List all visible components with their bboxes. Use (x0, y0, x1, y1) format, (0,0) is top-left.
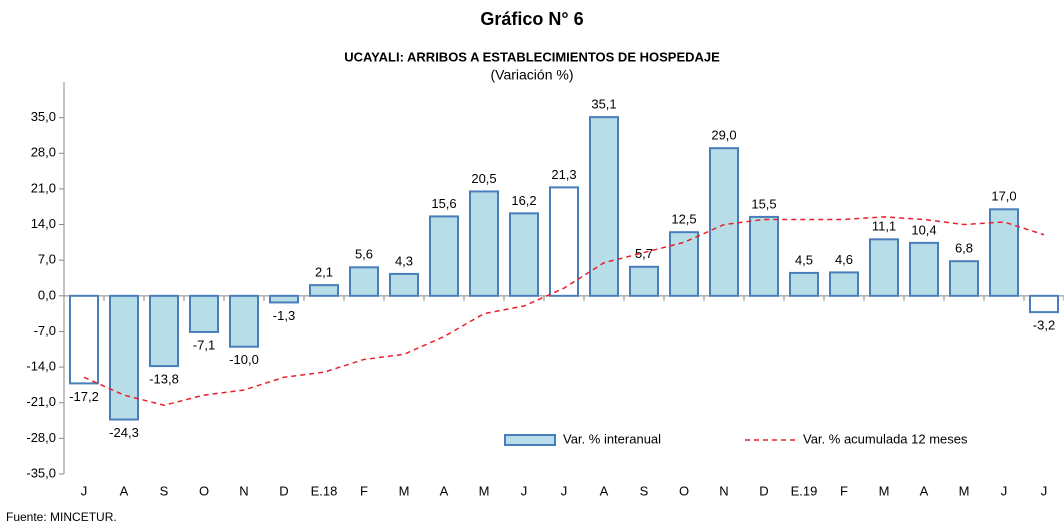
chart-subtitle: UCAYALI: ARRIBOS A ESTABLECIMIENTOS DE H… (344, 49, 720, 64)
y-tick-label: 0,0 (38, 287, 56, 302)
y-tick-label: -14,0 (26, 359, 56, 374)
bar (589, 116, 619, 297)
x-tick-label: D (279, 483, 288, 498)
bar (429, 215, 459, 297)
data-label: -17,2 (69, 389, 99, 404)
x-tick-label: S (160, 483, 169, 498)
x-tick-label: O (199, 483, 209, 498)
x-tick-label: S (640, 483, 649, 498)
bar (509, 212, 539, 297)
x-tick-label: A (440, 483, 449, 498)
x-tick-label: N (719, 483, 728, 498)
bar (269, 294, 299, 304)
x-tick-label: N (239, 483, 248, 498)
data-label: 16,2 (511, 193, 536, 208)
x-tick-label: O (679, 483, 689, 498)
bar (709, 147, 739, 297)
data-label: 4,5 (795, 252, 813, 267)
x-tick-label: A (600, 483, 609, 498)
data-label: 15,5 (751, 196, 776, 211)
bar (309, 284, 339, 297)
x-tick-label: M (959, 483, 970, 498)
bar (949, 260, 979, 297)
bar (549, 186, 579, 297)
y-tick-label: -28,0 (26, 430, 56, 445)
y-tick-label: -21,0 (26, 394, 56, 409)
y-tick-label: 7,0 (38, 252, 56, 267)
line (83, 216, 1045, 407)
data-label: 35,1 (591, 97, 616, 112)
y-tick-label: 28,0 (31, 145, 56, 160)
bar (69, 294, 99, 385)
data-label: 20,5 (471, 171, 496, 186)
bar (989, 208, 1019, 297)
bar (109, 294, 139, 421)
legend-label: Var. % interanual (563, 431, 661, 446)
data-label: -13,8 (149, 372, 179, 387)
data-label: -1,3 (273, 308, 295, 323)
y-tick-label: -7,0 (34, 323, 56, 338)
x-tick-label: J (81, 483, 88, 498)
data-label: -24,3 (109, 425, 139, 440)
bar (829, 271, 859, 297)
bar (349, 266, 379, 297)
data-label: 5,7 (635, 246, 653, 261)
x-tick-label: F (360, 483, 368, 498)
data-label: -7,1 (193, 337, 215, 352)
chart-title: Gráfico N° 6 (480, 9, 583, 29)
bar (389, 272, 419, 297)
bar (749, 215, 779, 297)
x-tick-label: M (479, 483, 490, 498)
legend-swatch (504, 434, 556, 446)
bar (1029, 294, 1059, 314)
data-label: -10,0 (229, 352, 259, 367)
bar (189, 294, 219, 333)
data-label: 2,1 (315, 265, 333, 280)
x-tick-label: J (521, 483, 528, 498)
bar (149, 294, 179, 368)
bar (669, 231, 699, 297)
bar (229, 294, 259, 348)
bar (789, 271, 819, 297)
data-label: 15,6 (431, 196, 456, 211)
x-tick-label: J (1041, 483, 1048, 498)
data-label: 6,8 (955, 241, 973, 256)
x-tick-label: M (879, 483, 890, 498)
data-label: -3,2 (1033, 318, 1055, 333)
y-tick-label: 35,0 (31, 109, 56, 124)
legend-label: Var. % acumulada 12 meses (803, 431, 968, 446)
bar (469, 190, 499, 297)
data-label: 10,4 (911, 222, 936, 237)
data-label: 4,6 (835, 252, 853, 267)
x-tick-label: M (399, 483, 410, 498)
x-tick-label: D (759, 483, 768, 498)
x-tick-label: F (840, 483, 848, 498)
y-tick-label: 14,0 (31, 216, 56, 231)
data-label: 5,6 (355, 247, 373, 262)
x-tick-label: A (920, 483, 929, 498)
unit-label: (Variación %) (491, 67, 574, 83)
bar (869, 238, 899, 297)
x-tick-label: J (1001, 483, 1008, 498)
x-tick-label: E.19 (791, 483, 818, 498)
y-tick-label: 21,0 (31, 180, 56, 195)
data-label: 21,3 (551, 167, 576, 182)
data-label: 11,1 (872, 219, 896, 234)
bar (909, 241, 939, 297)
x-tick-label: J (561, 483, 568, 498)
y-tick-label: -35,0 (26, 465, 56, 480)
data-label: 4,3 (395, 253, 413, 268)
data-label: 12,5 (671, 212, 696, 227)
bar (629, 265, 659, 297)
data-label: 29,0 (711, 128, 736, 143)
source: Fuente: MINCETUR. (6, 510, 117, 524)
x-tick-label: E.18 (311, 483, 338, 498)
data-label: 17,0 (991, 189, 1016, 204)
x-tick-label: A (120, 483, 129, 498)
